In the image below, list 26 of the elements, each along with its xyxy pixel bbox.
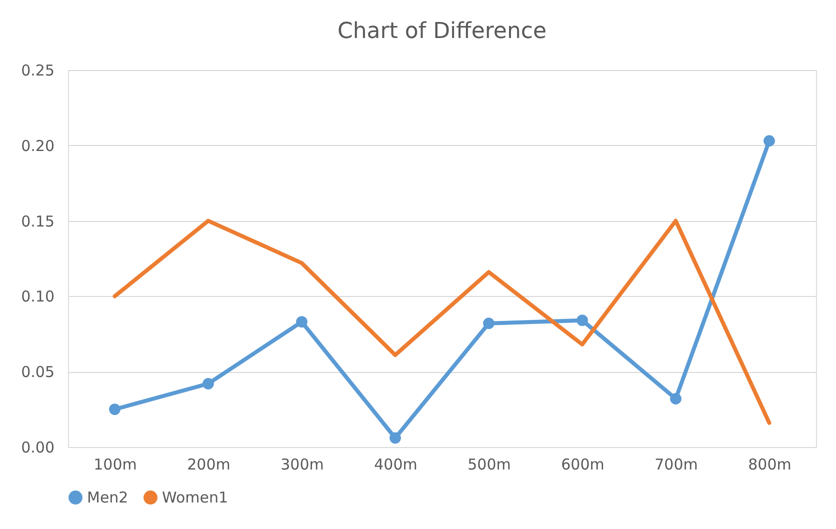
point: [764, 135, 775, 147]
y-tick-label: 0.25: [21, 62, 54, 80]
y-tick-label: 0.15: [21, 212, 54, 230]
y-tick-label: 0.05: [21, 363, 54, 382]
x-tick-label: 200m: [187, 456, 230, 474]
x-tick-label: 400m: [374, 456, 418, 474]
x-tick-label: 800m: [748, 456, 792, 474]
x-tick-label: 100m: [94, 456, 137, 474]
point: [390, 432, 401, 444]
point: [296, 316, 308, 328]
y-tick-label: 0.00: [21, 438, 54, 456]
point: [202, 378, 214, 390]
legend-label: Women1: [162, 488, 228, 507]
point: [483, 318, 494, 330]
point: [109, 404, 120, 415]
x-tick-label: 700m: [654, 456, 698, 474]
chart-title: Chart of Difference: [337, 19, 547, 44]
y-tick-label: 0.20: [21, 136, 54, 155]
line-series: [112, 218, 772, 425]
x-tick-label: 500m: [468, 456, 511, 474]
x-tick-label: 300m: [280, 456, 324, 474]
x-tick-label: 600m: [561, 456, 604, 474]
legend-label: Men2: [87, 488, 128, 507]
point: [576, 314, 588, 326]
point: [670, 393, 682, 404]
y-tick-label: 0.10: [21, 288, 54, 306]
